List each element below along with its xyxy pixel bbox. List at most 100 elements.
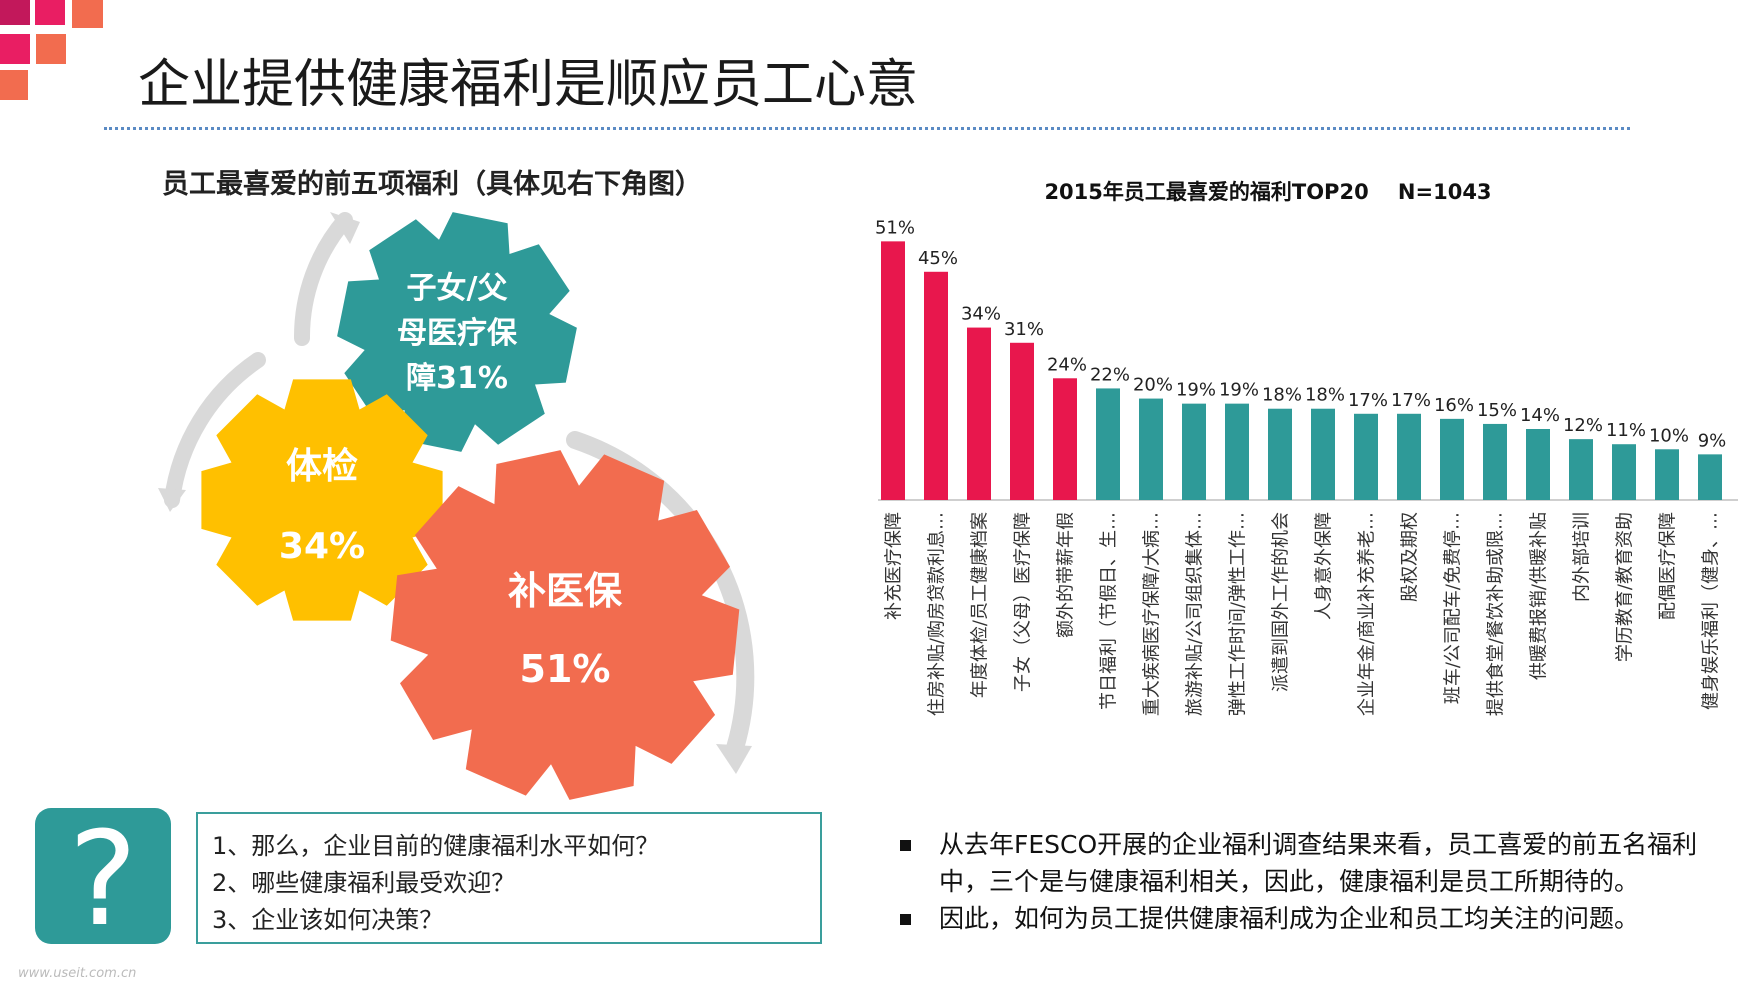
- gear-orange-label: 51%: [520, 647, 611, 691]
- gear-yellow-label: 体检: [286, 446, 358, 487]
- bar: [1397, 413, 1421, 500]
- bar: [1354, 413, 1378, 500]
- category-label: 重大疾病医疗保障/大病…: [1142, 512, 1163, 716]
- category-label: 人身意外保障: [1314, 512, 1335, 620]
- chart-title: 2015年员工最喜爱的福利TOP20 N=1043: [1044, 180, 1491, 204]
- category-label: 弹性工作时间/弹性工作…: [1228, 512, 1249, 716]
- category-label: 健身娱乐福利（健身、…: [1701, 512, 1722, 710]
- bar: [881, 241, 905, 500]
- bar-value-label: 16%: [1434, 395, 1474, 416]
- bar: [967, 327, 991, 500]
- bar: [1182, 403, 1206, 500]
- bar-value-label: 11%: [1606, 420, 1646, 441]
- corner-square: [0, 70, 28, 100]
- bullet-item: 因此，如何为员工提供健康福利成为企业和员工均关注的问题。: [895, 900, 1745, 937]
- cycle-arrow: [164, 352, 266, 508]
- question-list: 1、那么，企业目前的健康福利水平如何？ 2、哪些健康福利最受欢迎？ 3、企业该如…: [196, 812, 822, 944]
- watermark: www.useit.com.cn: [18, 966, 137, 981]
- category-label: 派遣到国外工作的机会: [1271, 512, 1292, 692]
- bar-value-label: 34%: [961, 304, 1001, 325]
- gear-teal-label: 子女/父: [407, 271, 508, 306]
- cycle-arrow-head: [330, 212, 360, 244]
- category-label: 配偶医疗保障: [1658, 512, 1679, 620]
- category-label: 内外部培训: [1572, 512, 1593, 602]
- corner-square: [0, 0, 30, 25]
- category-label: 提供食堂/餐饮补助或限…: [1486, 512, 1507, 716]
- gear-orange-label: 补医保: [508, 569, 623, 613]
- cycle-arrow-head: [158, 488, 186, 512]
- bar: [1569, 439, 1593, 500]
- bar: [1053, 378, 1077, 500]
- bar-value-label: 12%: [1563, 415, 1603, 436]
- category-label: 供暖费报销/供暖补贴: [1529, 512, 1550, 680]
- gear-teal-label: 障31%: [406, 361, 508, 396]
- bar-value-label: 17%: [1391, 390, 1431, 411]
- svg-text:?: ?: [69, 808, 138, 944]
- bar-value-label: 19%: [1219, 380, 1259, 401]
- cycle-arrow-head: [716, 744, 752, 774]
- bullet-text: 因此，如何为员工提供健康福利成为企业和员工均关注的问题。: [939, 904, 1640, 933]
- question-mark-icon: ?: [69, 803, 138, 955]
- corner-square: [35, 0, 65, 25]
- category-label: 学历教育/教育资助: [1615, 512, 1636, 662]
- bar: [1655, 449, 1679, 500]
- bar: [1010, 342, 1034, 500]
- category-label: 股权及期权: [1400, 512, 1421, 602]
- bar: [1096, 388, 1120, 500]
- bar: [1139, 398, 1163, 500]
- bar-value-label: 19%: [1176, 380, 1216, 401]
- category-label: 子女（父母）医疗保障: [1013, 512, 1034, 692]
- category-label: 企业年金/商业补充养老…: [1357, 512, 1378, 716]
- gear-orange: [390, 450, 740, 800]
- gears-diagram: 子女/父 母医疗保 障31% 体检 34% 补医保 51%: [158, 212, 755, 800]
- question-item: 3、企业该如何决策？: [212, 906, 444, 934]
- bar: [1698, 454, 1722, 500]
- corner-square: [0, 34, 30, 64]
- cycle-arrow: [293, 212, 353, 346]
- bar-value-label: 10%: [1649, 425, 1689, 446]
- conclusion-bullets: 从去年FESCO开展的企业福利调查结果来看，员工喜爱的前五名福利中，三个是与健康…: [895, 826, 1745, 937]
- left-heading: 员工最喜爱的前五项福利（具体见右下角图）: [162, 169, 702, 200]
- bullet-item: 从去年FESCO开展的企业福利调查结果来看，员工喜爱的前五名福利中，三个是与健康…: [895, 826, 1745, 900]
- category-label: 年度体检/员工健康档案: [970, 512, 991, 698]
- corner-square: [36, 34, 66, 64]
- category-label: 旅游补贴/公司组织集体…: [1185, 512, 1206, 716]
- bar-value-label: 18%: [1305, 385, 1345, 406]
- gear-yellow: [201, 379, 443, 621]
- gear-teal: [337, 212, 577, 452]
- question-item: 2、哪些健康福利最受欢迎？: [212, 869, 516, 897]
- bar-value-label: 9%: [1698, 430, 1727, 451]
- benefits-bar-chart: 2015年员工最喜爱的福利TOP20 N=1043 51% 补充医疗保障 45% 住房…: [875, 180, 1738, 716]
- category-label: 住房补贴/购房贷款利息…: [927, 512, 948, 716]
- bar-value-label: 18%: [1262, 385, 1302, 406]
- bar: [1612, 444, 1636, 500]
- bar-value-label: 24%: [1047, 354, 1087, 375]
- category-label: 补充医疗保障: [884, 512, 905, 620]
- bar-value-label: 17%: [1348, 390, 1388, 411]
- bar: [1483, 423, 1507, 500]
- bar: [1526, 429, 1550, 500]
- gear-yellow-label: 34%: [279, 526, 365, 567]
- bar-value-label: 15%: [1477, 400, 1517, 421]
- bullet-text: 从去年FESCO开展的企业福利调查结果来看，员工喜爱的前五名福利中，三个是与健康…: [939, 830, 1698, 896]
- category-label: 班车/公司配车/免费停…: [1443, 512, 1464, 704]
- slide-title: 企业提供健康福利是顺应员工心意: [138, 55, 919, 115]
- bar: [924, 271, 948, 500]
- category-label: 额外的带薪年假: [1056, 512, 1077, 638]
- bar: [1225, 403, 1249, 500]
- category-label: 节日福利（节假日、生…: [1099, 512, 1120, 710]
- bar: [1311, 408, 1335, 500]
- bar-value-label: 45%: [918, 248, 958, 269]
- question-mark-box: ?: [35, 803, 171, 955]
- bullet-square-icon: [900, 840, 911, 851]
- gear-teal-label: 母医疗保: [397, 316, 518, 351]
- bullet-square-icon: [900, 914, 911, 925]
- bar-value-label: 14%: [1520, 405, 1560, 426]
- bar: [1440, 418, 1464, 500]
- bar-value-label: 31%: [1004, 319, 1044, 340]
- bar-value-label: 22%: [1090, 364, 1130, 385]
- question-item: 1、那么，企业目前的健康福利水平如何？: [212, 832, 660, 860]
- title-divider: [104, 127, 1630, 130]
- bar-value-label: 20%: [1133, 375, 1173, 396]
- bar: [1268, 408, 1292, 500]
